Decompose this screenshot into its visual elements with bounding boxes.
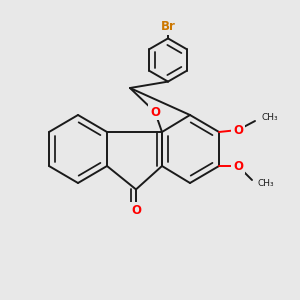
Text: Br: Br <box>160 20 175 33</box>
Text: CH₃: CH₃ <box>258 178 274 188</box>
Text: O: O <box>233 160 243 172</box>
Text: O: O <box>131 204 141 217</box>
Text: O: O <box>150 106 160 118</box>
Text: O: O <box>233 124 243 136</box>
Text: CH₃: CH₃ <box>261 113 278 122</box>
